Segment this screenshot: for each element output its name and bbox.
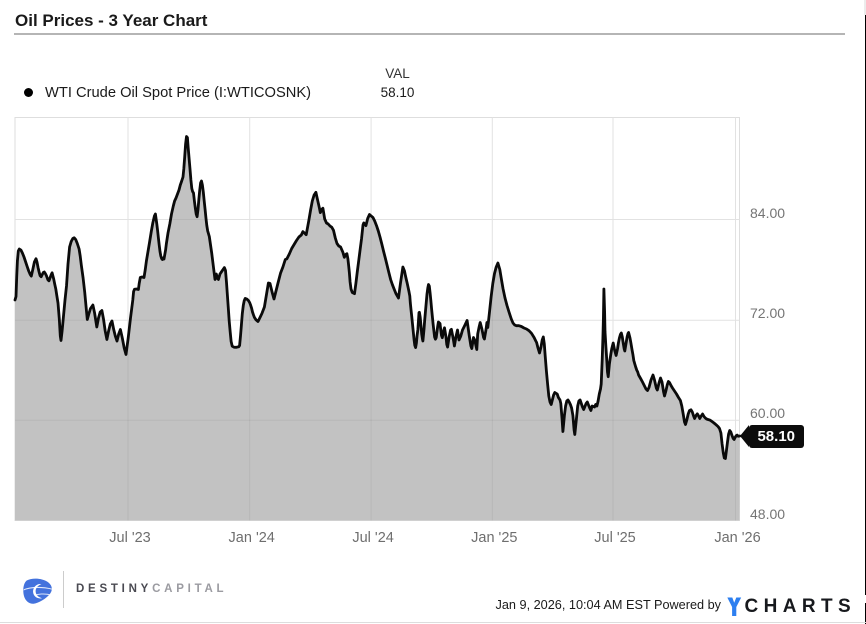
svg-text:CHARTS: CHARTS <box>745 596 857 617</box>
